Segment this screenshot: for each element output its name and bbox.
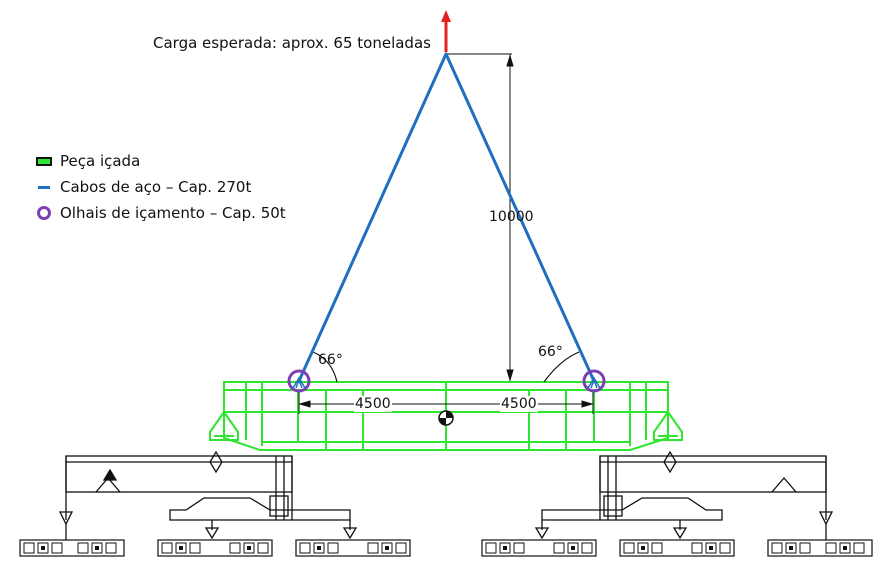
legend-label: Olhais de içamento – Cap. 50t <box>60 204 286 222</box>
support-structure-left <box>58 450 358 540</box>
legend-label: Cabos de aço – Cap. 270t <box>60 178 252 196</box>
spmt-axle-lines <box>19 539 873 557</box>
lifting-lugs <box>287 369 606 393</box>
angle-right-label: 66° <box>538 344 563 360</box>
angle-arcs <box>312 351 580 383</box>
height-dimension <box>446 53 514 382</box>
legend: Peça içada Cabos de aço – Cap. 270t Olha… <box>36 148 286 226</box>
blue-line-icon <box>38 185 50 189</box>
legend-label: Peça içada <box>60 152 141 170</box>
support-structure-right <box>534 450 834 540</box>
span-dimension <box>298 392 594 414</box>
load-label: Carga esperada: aprox. 65 toneladas <box>153 34 431 52</box>
span-left-label: 4500 <box>354 396 392 412</box>
angle-left-label: 66° <box>318 352 343 368</box>
load-arrow <box>441 10 451 52</box>
legend-item-piece: Peça içada <box>36 148 286 174</box>
purple-ring-icon <box>37 206 51 220</box>
legend-item-lug: Olhais de içamento – Cap. 50t <box>36 200 286 226</box>
height-dimension-label: 10000 <box>489 209 534 225</box>
span-right-label: 4500 <box>500 396 538 412</box>
center-of-gravity-icon <box>438 410 454 426</box>
legend-item-cable: Cabos de aço – Cap. 270t <box>36 174 286 200</box>
steel-cables <box>297 52 596 383</box>
green-rectangle-icon <box>36 156 52 166</box>
lifted-piece <box>209 381 683 451</box>
